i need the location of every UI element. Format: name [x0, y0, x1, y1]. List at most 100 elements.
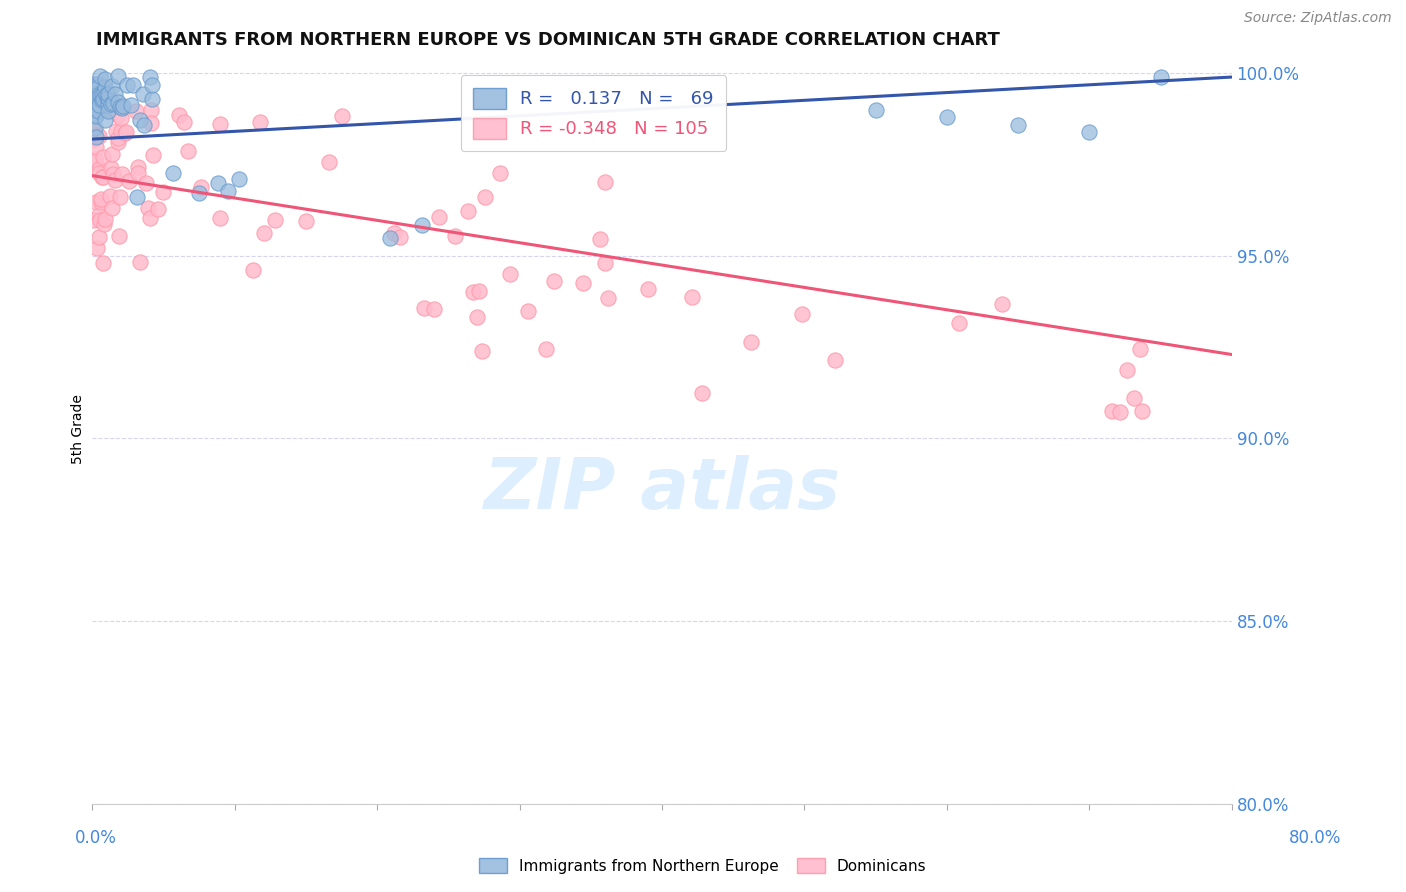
Point: [91, 169, 114, 184]
Point: [97, 97, 120, 112]
Point: [139, 70, 162, 85]
Point: [118, 174, 141, 188]
Point: [107, 131, 129, 145]
Point: [83, 90, 105, 104]
Point: [948, 317, 970, 331]
Point: [84, 130, 107, 145]
Point: [110, 112, 132, 126]
Point: [132, 87, 155, 101]
Point: [103, 96, 125, 111]
Point: [83, 100, 105, 114]
Point: [263, 212, 285, 227]
Point: [83, 101, 105, 115]
Point: [83, 77, 105, 91]
Point: [173, 114, 195, 128]
Point: [637, 281, 659, 295]
Point: [423, 301, 446, 316]
Point: [790, 306, 813, 320]
Point: [91, 170, 114, 185]
Point: [318, 155, 340, 169]
Point: [132, 118, 155, 132]
Point: [935, 110, 957, 124]
Point: [90, 93, 112, 107]
Point: [87, 87, 110, 101]
Point: [681, 290, 703, 304]
Point: [413, 301, 436, 315]
Point: [84, 120, 107, 135]
Point: [252, 227, 274, 241]
Point: [105, 124, 128, 138]
Point: [86, 102, 108, 116]
Point: [127, 166, 149, 180]
Point: [388, 229, 411, 244]
Point: [499, 267, 522, 281]
Point: [89, 212, 111, 227]
Point: [100, 96, 122, 111]
Point: [142, 147, 165, 161]
Point: [100, 161, 122, 176]
Point: [83, 103, 105, 117]
Point: [443, 229, 465, 244]
Point: [101, 78, 124, 93]
Point: [93, 211, 115, 226]
Point: [543, 274, 565, 288]
Point: [139, 211, 162, 225]
Point: [97, 90, 120, 104]
Point: [690, 385, 713, 400]
Point: [91, 150, 114, 164]
Point: [111, 167, 134, 181]
Point: [598, 291, 620, 305]
Point: [87, 80, 110, 95]
Point: [127, 160, 149, 174]
Point: [384, 226, 406, 240]
Point: [83, 95, 105, 110]
Point: [1130, 404, 1153, 418]
Point: [83, 87, 105, 102]
Point: [111, 99, 134, 113]
Point: [91, 256, 114, 270]
Point: [411, 219, 433, 233]
Point: [84, 194, 107, 209]
Point: [488, 166, 510, 180]
Point: [120, 98, 142, 112]
Point: [330, 109, 353, 123]
Point: [91, 93, 114, 107]
Legend: Immigrants from Northern Europe, Dominicans: Immigrants from Northern Europe, Dominic…: [474, 852, 932, 880]
Point: [110, 124, 132, 138]
Point: [129, 112, 152, 127]
Point: [593, 175, 616, 189]
Point: [228, 172, 250, 186]
Point: [87, 97, 110, 112]
Point: [1123, 391, 1146, 405]
Text: Source: ZipAtlas.com: Source: ZipAtlas.com: [1244, 12, 1392, 25]
Point: [571, 276, 593, 290]
Point: [115, 78, 138, 93]
Text: 0.0%: 0.0%: [75, 829, 117, 847]
Point: [1101, 404, 1123, 418]
Point: [97, 104, 120, 119]
Point: [135, 176, 157, 190]
Point: [588, 232, 610, 246]
Point: [83, 122, 105, 136]
Point: [87, 161, 110, 176]
Point: [89, 128, 111, 143]
Point: [96, 91, 118, 105]
Point: [427, 210, 450, 224]
Point: [104, 87, 127, 102]
Point: [991, 297, 1014, 311]
Point: [84, 83, 107, 97]
Point: [84, 139, 107, 153]
Point: [93, 113, 115, 128]
Point: [152, 186, 174, 200]
Point: [83, 99, 105, 113]
Point: [824, 352, 846, 367]
Point: [111, 101, 134, 115]
Point: [125, 190, 148, 204]
Point: [108, 190, 131, 204]
Point: [378, 230, 401, 244]
Point: [98, 103, 121, 117]
Point: [467, 284, 489, 298]
Point: [141, 116, 163, 130]
Point: [87, 103, 110, 118]
Point: [86, 128, 108, 143]
